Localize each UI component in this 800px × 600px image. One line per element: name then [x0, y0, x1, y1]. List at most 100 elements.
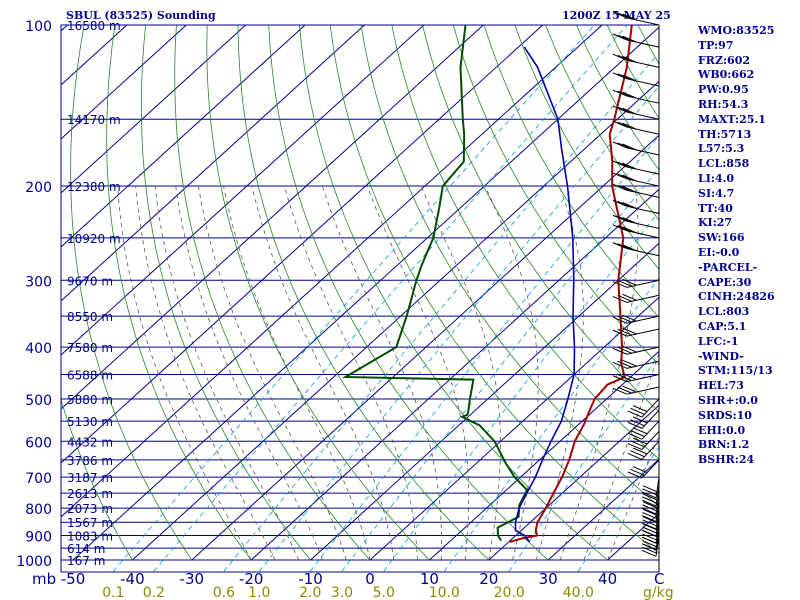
- moist-adiabat: [223, 186, 371, 561]
- wind-barb-flag: [622, 293, 637, 301]
- wind-barb-staff: [626, 59, 660, 68]
- wind-barb-flag: [617, 106, 632, 114]
- mixing-ratio-label: 5.0: [373, 585, 395, 600]
- height-label: 1083 m: [67, 530, 113, 544]
- isotherm-line: [61, 25, 544, 464]
- wind-barb-staff: [626, 386, 660, 395]
- wind-barb-flag: [642, 540, 657, 548]
- mixing-ratio-line: [341, 167, 659, 572]
- index-item: RH:54.3: [698, 97, 749, 111]
- wind-barb-flag: [622, 278, 637, 286]
- pressure-tick-label: 500: [25, 393, 52, 409]
- wind-barb-staff: [626, 126, 660, 135]
- wind-barb-flag: [642, 501, 658, 509]
- isotherm-line: [61, 25, 365, 302]
- wind-barb: [627, 440, 660, 460]
- wind-barb-flag: [641, 515, 657, 523]
- isotherm-line: [72, 26, 659, 561]
- mixing-ratio-line: [223, 52, 659, 572]
- wind-barb: [612, 160, 660, 175]
- wind-barb-flag: [641, 549, 657, 557]
- index-item: LCL:803: [698, 305, 750, 319]
- temperature-tick-label: -20: [239, 570, 264, 588]
- dry-adiabat: [483, 25, 659, 318]
- wind-barb-staff: [626, 220, 660, 229]
- dry-adiabat: [61, 398, 133, 561]
- wind-barb-staff: [626, 360, 660, 369]
- index-item: LFC:-1: [698, 334, 739, 348]
- wind-barb-staff: [626, 78, 660, 87]
- wind-barb-flag: [630, 407, 645, 415]
- wind-barb-flag: [627, 421, 643, 429]
- wind-barb-flag: [642, 533, 657, 541]
- wind-barb-staff: [626, 230, 660, 239]
- wind-barb: [612, 359, 660, 369]
- x-axis-unit: C: [654, 570, 664, 588]
- isotherm-line: [61, 25, 187, 140]
- background-grid: [61, 25, 659, 572]
- y-axis-unit: mb: [32, 570, 56, 588]
- wind-barb: [612, 141, 660, 156]
- chart-title: SBUL (83525) Sounding: [66, 9, 216, 22]
- height-label: 4432 m: [67, 435, 113, 449]
- wind-barb-staff: [626, 248, 660, 257]
- dewpoint-line: [341, 25, 529, 542]
- wind-barb: [612, 120, 660, 135]
- wind-barb-flag: [617, 315, 632, 323]
- wind-barb-flag: [612, 347, 628, 355]
- wind-barb-flag: [642, 537, 658, 545]
- pressure-tick-label: 300: [25, 274, 52, 290]
- pressure-tick-label: 600: [25, 435, 52, 451]
- wind-barb-flag: [622, 122, 637, 130]
- wind-barb-staff: [626, 328, 660, 337]
- wind-barb-flag: [641, 499, 657, 507]
- index-item: TH:5713: [698, 127, 752, 141]
- index-item: BRN:1.2: [698, 438, 750, 452]
- dry-adiabat: [106, 25, 252, 561]
- height-label: 167 m: [67, 554, 105, 568]
- index-item: KI:27: [698, 216, 733, 230]
- wind-barb: [612, 293, 660, 303]
- isotherm-line: [429, 350, 659, 561]
- wind-barb-flag: [632, 405, 648, 413]
- wind-barb-flag: [630, 419, 645, 427]
- wind-barb-flag: [612, 183, 628, 191]
- wind-barb-flag: [612, 242, 628, 250]
- wind-barb: [627, 459, 660, 479]
- index-item: LI:4.0: [698, 171, 735, 185]
- wind-barb-flag: [612, 280, 628, 288]
- wind-barb: [612, 373, 660, 383]
- temperature-tick-label: 10: [420, 570, 439, 588]
- wind-barb-flag: [612, 295, 628, 303]
- wind-barb-flag: [630, 450, 645, 458]
- height-label: 8550 m: [67, 310, 113, 324]
- wind-barb-flag: [617, 12, 632, 20]
- wind-barb: [612, 385, 660, 395]
- wind-barbs: [612, 11, 660, 572]
- wind-barb-flag: [612, 199, 628, 207]
- height-label: 6588 m: [67, 368, 113, 382]
- wind-barb-staff: [626, 294, 660, 303]
- wind-barb: [641, 500, 660, 523]
- wind-barb-flag: [632, 466, 648, 474]
- wind-barb-flag: [642, 516, 658, 524]
- dry-adiabat: [514, 25, 659, 270]
- height-label: 3187 m: [67, 471, 113, 485]
- height-label: 16580 m: [67, 19, 121, 33]
- wind-barb-flag: [617, 346, 632, 354]
- wind-barb-flag: [622, 35, 637, 43]
- wind-barb-flag: [617, 184, 632, 192]
- wind-barb-flag: [642, 496, 657, 504]
- pressure-tick-label: 1000: [16, 554, 52, 570]
- mixing-ratio-unit: g/kg: [643, 585, 674, 600]
- moist-adiabat: [535, 185, 584, 561]
- wind-barb-flag: [622, 91, 637, 99]
- wind-barb-flag: [622, 13, 637, 21]
- wind-barb-flag: [642, 488, 657, 496]
- height-label: 1567 m: [67, 516, 113, 530]
- wind-barb-flag: [642, 523, 658, 531]
- wind-barb-flag: [642, 508, 658, 516]
- index-item: FRZ:602: [698, 53, 751, 67]
